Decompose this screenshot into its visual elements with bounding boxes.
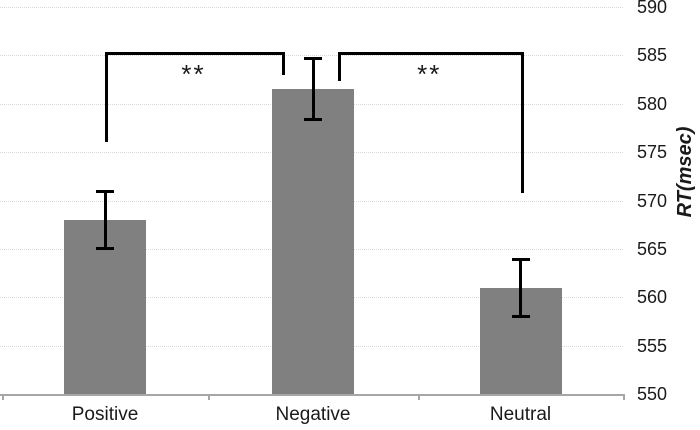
- y-axis-title: RT(msec): [674, 126, 696, 218]
- y-tick-label-585: 585: [637, 45, 668, 66]
- significance-bracket-2-left-drop: [338, 52, 341, 82]
- significance-bracket-1-top: [105, 52, 285, 56]
- error-cap-bottom-negative: [304, 118, 322, 122]
- error-cap-bottom-positive: [96, 246, 114, 250]
- category-label-neutral: Neutral: [489, 404, 552, 425]
- significance-bracket-1-left-drop: [105, 52, 108, 143]
- y-tick-label-570: 570: [637, 190, 668, 211]
- x-axis-tick-2: [418, 394, 420, 400]
- y-tick-label-575: 575: [637, 142, 668, 163]
- significance-bracket-2-right-drop: [520, 52, 524, 193]
- x-axis-tick-0: [2, 394, 4, 400]
- error-cap-bottom-neutral: [511, 314, 530, 318]
- significance-label-2: **: [417, 59, 442, 90]
- error-bar-positive: [103, 190, 107, 249]
- category-label-positive: Positive: [71, 404, 139, 425]
- significance-bracket-2-top: [338, 52, 524, 56]
- y-tick-label-555: 555: [637, 335, 668, 356]
- y-tick-label-550: 550: [637, 384, 668, 404]
- x-axis-tick-3: [623, 394, 625, 400]
- bar-negative: [272, 89, 354, 394]
- error-bar-neutral: [519, 258, 522, 317]
- y-tick-label-565: 565: [637, 238, 668, 259]
- gridline-585: [0, 55, 623, 57]
- error-bar-negative: [311, 58, 315, 121]
- error-cap-top-neutral: [511, 257, 530, 261]
- x-axis-line: [0, 394, 625, 396]
- gridline-590: [0, 7, 623, 8]
- error-cap-top-negative: [304, 57, 322, 61]
- category-label-negative: Negative: [275, 404, 351, 425]
- y-tick-label-590: 590: [637, 0, 668, 17]
- significance-bracket-1-right-drop: [282, 52, 285, 75]
- y-tick-label-580: 580: [637, 93, 668, 114]
- significance-label-1: **: [181, 59, 206, 90]
- x-axis-tick-1: [208, 394, 210, 400]
- error-cap-top-positive: [96, 189, 114, 193]
- y-tick-label-560: 560: [637, 287, 668, 308]
